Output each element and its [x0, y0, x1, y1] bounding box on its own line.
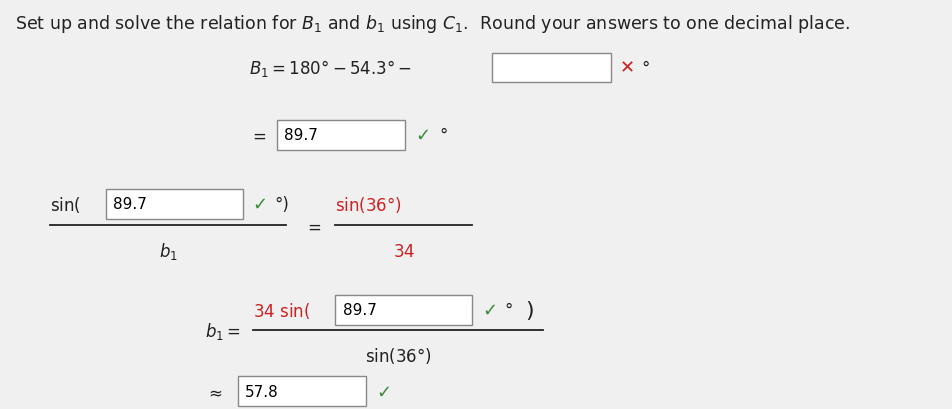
Text: ✓: ✓	[482, 301, 497, 319]
FancyBboxPatch shape	[277, 121, 405, 150]
Text: °: °	[439, 126, 446, 144]
Text: $34\ \mathrm{sin}($: $34\ \mathrm{sin}($	[253, 300, 310, 320]
Text: 89.7: 89.7	[112, 197, 147, 212]
FancyBboxPatch shape	[238, 377, 366, 406]
Text: ✓: ✓	[252, 196, 268, 213]
FancyBboxPatch shape	[335, 295, 472, 325]
Text: ✕: ✕	[619, 59, 634, 77]
Text: °): °)	[274, 196, 289, 213]
Text: ✓: ✓	[376, 382, 391, 400]
Text: 89.7: 89.7	[284, 128, 318, 143]
Text: 57.8: 57.8	[245, 384, 279, 399]
Text: $b_1 =$: $b_1 =$	[205, 320, 240, 341]
Text: $\approx$: $\approx$	[205, 382, 222, 400]
Text: $=$: $=$	[248, 126, 266, 144]
Text: $\mathrm{sin}($: $\mathrm{sin}($	[50, 195, 81, 214]
FancyBboxPatch shape	[491, 54, 610, 83]
Text: $b_1$: $b_1$	[158, 241, 177, 262]
Text: $=$: $=$	[304, 217, 321, 235]
Text: 89.7: 89.7	[342, 303, 376, 318]
Text: Set up and solve the relation for $B_1$ and $b_1$ using $C_1$.  Round your answe: Set up and solve the relation for $B_1$ …	[14, 13, 848, 35]
FancyBboxPatch shape	[106, 190, 243, 219]
Text: °: °	[504, 301, 512, 319]
Text: $\mathrm{sin}(36°)$: $\mathrm{sin}(36°)$	[365, 345, 431, 365]
Text: ✓: ✓	[415, 126, 430, 144]
Text: $34$: $34$	[392, 242, 415, 260]
Text: $B_1 = 180° - 54.3° -$: $B_1 = 180° - 54.3° -$	[248, 58, 411, 79]
Text: $\mathrm{sin}(36°)$: $\mathrm{sin}(36°)$	[335, 195, 402, 214]
Text: ): )	[525, 300, 533, 320]
Text: °: °	[641, 59, 649, 77]
